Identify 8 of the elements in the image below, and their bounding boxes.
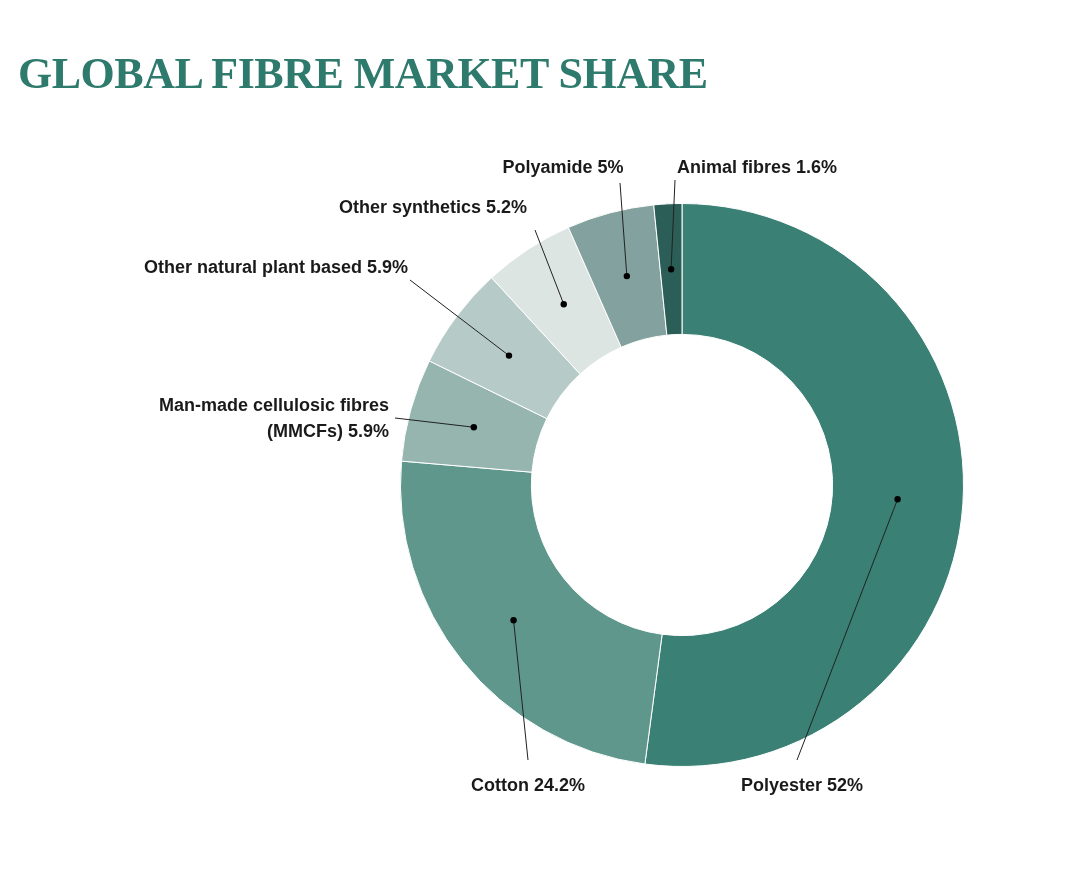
slice-label: Animal fibres 1.6% [676, 156, 838, 177]
slice-label: Polyamide 5% [502, 156, 624, 177]
chart-title: GLOBAL FIBRE MARKET SHARE [18, 48, 708, 99]
slice-label: Other synthetics 5.2% [338, 196, 528, 217]
slice-label: Cotton 24.2% [470, 774, 586, 795]
slice-label: Man-made cellulosic fibres (MMCFs) 5.9% [158, 394, 389, 441]
slice-label: Polyester 52% [740, 774, 864, 795]
slice-label: Other natural plant based 5.9% [143, 256, 408, 277]
